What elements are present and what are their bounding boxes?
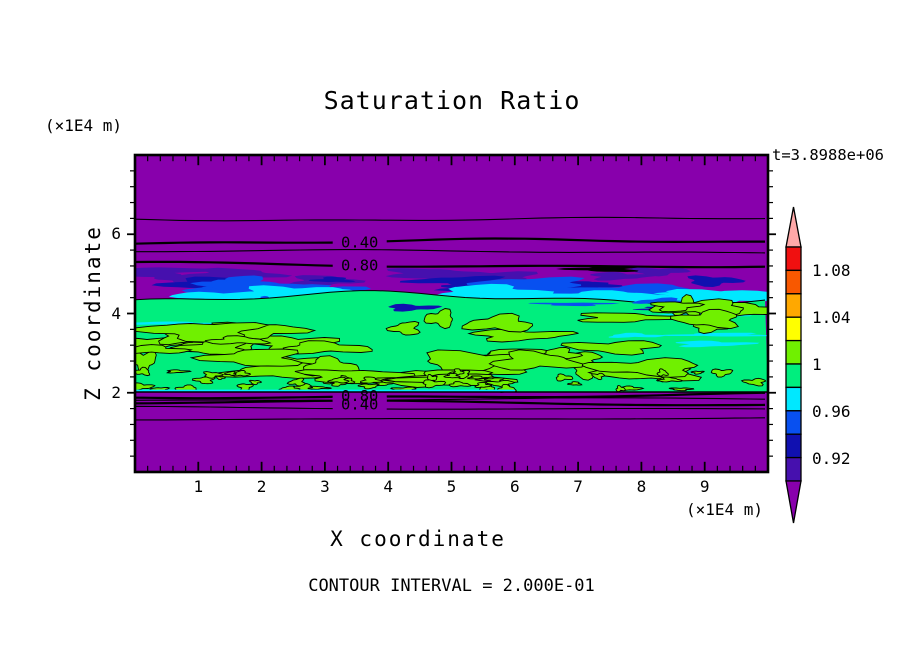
contour-field: 0.400.800.800.40: [135, 155, 768, 472]
contour-label: 0.40: [341, 233, 378, 251]
colorbar-label: 1.08: [812, 261, 851, 281]
x-tick-label: 8: [636, 477, 647, 496]
colorbar-label: 1: [812, 355, 822, 374]
contour-interval-note: CONTOUR INTERVAL = 2.000E-01: [308, 576, 595, 596]
y-tick-label: 2: [111, 382, 121, 402]
x-tick-label: 5: [446, 477, 457, 496]
colorbar-label: 0.96: [812, 401, 851, 421]
x-tick-label: 7: [573, 477, 583, 496]
contour-label: 0.80: [341, 387, 378, 405]
contour-plot-canvas: 0.400.800.800.40: [127, 153, 776, 474]
plot-title: Saturation Ratio: [323, 86, 581, 115]
contour-label: 0.40: [341, 395, 378, 413]
x-tick-label: 1: [193, 477, 204, 496]
x-axis-label: X coordinate: [330, 527, 506, 551]
y-tick-label: 4: [111, 303, 121, 323]
x-tick-label: 4: [383, 477, 393, 496]
colorbar-label: 0.92: [812, 448, 851, 468]
x-axis-unit: (×1E4 m): [686, 500, 764, 519]
colorbar-label: 1.04: [812, 308, 851, 328]
x-tick-label: 2: [256, 477, 267, 496]
colorbar: [785, 206, 802, 524]
x-tick-label: 9: [699, 477, 710, 496]
y-tick-label: 6: [111, 224, 121, 244]
contour-label: 0.80: [341, 256, 378, 274]
time-label: t=3.8988e+06: [772, 146, 884, 164]
x-tick-label: 3: [320, 477, 330, 496]
y-axis-unit: (×1E4 m): [45, 116, 123, 135]
x-tick-label: 6: [509, 477, 520, 496]
